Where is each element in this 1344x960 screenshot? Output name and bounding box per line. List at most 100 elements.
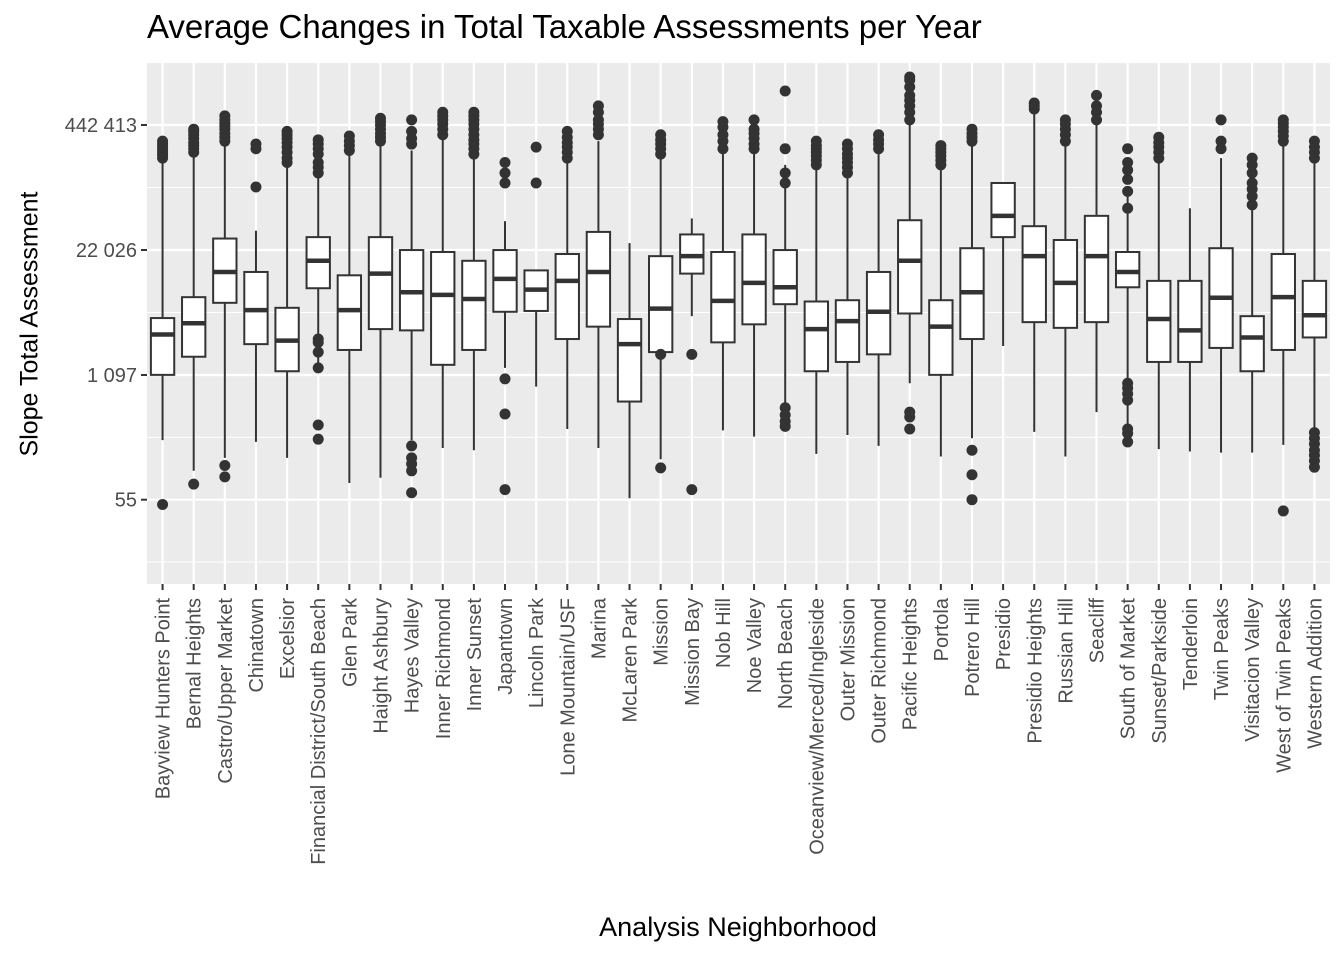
outlier-point (312, 433, 324, 445)
outlier-point (406, 114, 418, 126)
box-iqr (647, 255, 674, 354)
outlier-point (1122, 185, 1134, 197)
x-tick-label: Lincoln Park (526, 597, 548, 708)
x-tick-label: West of Twin Peaks (1273, 598, 1295, 773)
box-iqr (585, 230, 612, 328)
outlier-point (686, 348, 698, 360)
x-tick-label: Outer Mission (837, 598, 859, 721)
x-axis-title: Analysis Neighborhood (599, 912, 877, 942)
outlier-point (1122, 164, 1134, 176)
outlier-point (219, 471, 231, 483)
outlier-point (312, 333, 324, 345)
box-group (430, 106, 456, 449)
box-group (1177, 208, 1203, 452)
outlier-point (499, 408, 511, 420)
outlier-point (1246, 199, 1258, 211)
outlier-point (312, 134, 324, 146)
box-iqr (1177, 279, 1203, 363)
outlier-point (219, 110, 231, 122)
box-group (1239, 152, 1265, 453)
y-tick-label: 1 097 (87, 365, 137, 387)
box-group (1052, 114, 1079, 457)
box-iqr (1239, 315, 1265, 373)
x-tick-label: Excelsior (277, 598, 299, 679)
outlier-point (1028, 97, 1040, 109)
outlier-point (966, 494, 978, 506)
outlier-point (1122, 436, 1134, 448)
outlier-point (966, 123, 978, 135)
box-group (492, 156, 518, 496)
box-group (959, 123, 985, 506)
outlier-point (841, 138, 853, 150)
x-tick-label: Visitacion Valley (1242, 598, 1264, 742)
outlier-point (1215, 135, 1227, 147)
x-tick-label: Glen Park (339, 597, 361, 687)
x-tick-label: Hayes Valley (402, 598, 424, 713)
outlier-point (904, 89, 916, 101)
outlier-point (1122, 156, 1134, 168)
box-iqr (803, 300, 830, 373)
y-tick-label: 442 413 (65, 115, 137, 137)
box-group (1083, 89, 1110, 413)
outlier-point (468, 106, 480, 118)
x-tick-label: Haight Ashbury (370, 598, 392, 734)
box-group (523, 141, 549, 387)
box-iqr (1270, 253, 1296, 351)
box-iqr (181, 296, 207, 358)
outlier-point (686, 484, 698, 496)
box-group (647, 129, 674, 474)
box-group (710, 116, 736, 431)
x-tick-label: Presidio Heights (1024, 598, 1046, 744)
outlier-point (312, 419, 324, 431)
x-tick-label: Lone Mountain/USF (557, 598, 579, 776)
x-tick-label: Mission Bay (682, 598, 704, 706)
outlier-point (312, 362, 324, 374)
x-tick-label: Russian Hill (1055, 598, 1077, 704)
outlier-point (499, 484, 511, 496)
outlier-point (966, 469, 978, 481)
outlier-point (157, 499, 169, 511)
box-group (741, 114, 767, 437)
outlier-point (779, 167, 791, 179)
outlier-point (1091, 100, 1103, 112)
outlier-point (904, 406, 916, 418)
box-iqr (1301, 279, 1328, 339)
outlier-point (1215, 114, 1227, 126)
outlier-point (904, 423, 916, 435)
box-group (928, 140, 954, 457)
outlier-point (250, 181, 262, 193)
box-iqr (990, 181, 1016, 239)
outlier-point (1277, 505, 1289, 517)
outlier-point (1308, 461, 1320, 473)
x-tick-label: Sunset/Parkside (1149, 598, 1171, 744)
box-group (274, 125, 300, 458)
x-tick-label: Presidio (993, 598, 1015, 670)
x-tick-label: Mission (651, 598, 673, 666)
outlier-point (1122, 202, 1134, 214)
outlier-point (779, 177, 791, 189)
outlier-point (1153, 131, 1165, 143)
box-group (1114, 143, 1141, 448)
outlier-point (561, 125, 573, 137)
outlier-point (530, 177, 542, 189)
box-iqr (772, 249, 798, 306)
box-group (461, 106, 487, 451)
outlier-point (1059, 114, 1071, 126)
outlier-point (779, 85, 791, 97)
box-iqr (336, 274, 363, 351)
x-tick-label: Castro/Upper Market (215, 598, 237, 784)
outlier-point (1308, 135, 1320, 147)
box-iqr (149, 317, 176, 376)
box-group (897, 71, 923, 435)
x-tick-label: Bernal Heights (184, 598, 206, 729)
box-group (990, 181, 1016, 346)
box-group (554, 125, 580, 430)
boxes-layer (149, 71, 1328, 517)
box-group (336, 130, 363, 484)
outlier-point (717, 116, 729, 128)
x-tick-label: Oceanview/Merced/Ingleside (806, 598, 828, 855)
outlier-point (343, 130, 355, 142)
outlier-point (312, 346, 324, 358)
y-tick-label: 55 (115, 490, 137, 512)
box-group (772, 85, 798, 432)
